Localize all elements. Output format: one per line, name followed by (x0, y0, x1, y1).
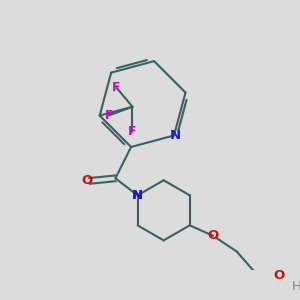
Text: O: O (208, 229, 219, 242)
Text: O: O (81, 174, 92, 188)
Text: H: H (292, 280, 300, 293)
Text: F: F (105, 109, 113, 122)
Text: N: N (132, 189, 143, 202)
Text: O: O (273, 268, 284, 281)
Text: N: N (132, 189, 143, 202)
Text: F: F (128, 125, 137, 138)
Text: N: N (170, 129, 181, 142)
Text: F: F (112, 81, 121, 94)
